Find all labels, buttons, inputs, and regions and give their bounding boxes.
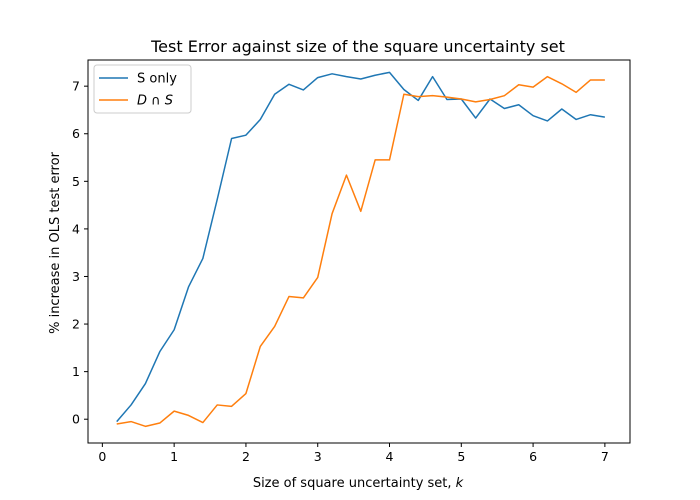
plot-frame bbox=[87, 59, 631, 444]
series-line-s-only bbox=[116, 71, 605, 423]
y-tick-label: 6 bbox=[72, 126, 80, 141]
legend-box bbox=[93, 64, 192, 114]
x-tick-label: 0 bbox=[98, 449, 106, 464]
plot-area bbox=[87, 59, 631, 444]
x-axis-label-text: Size of square uncertainty set, bbox=[253, 476, 456, 491]
x-tick-label: 4 bbox=[386, 449, 394, 464]
x-tick-label: 7 bbox=[601, 449, 609, 464]
x-tick-label: 1 bbox=[170, 449, 178, 464]
legend-label-s-only: S only bbox=[137, 72, 177, 87]
y-tick-label: 7 bbox=[72, 79, 80, 94]
legend-label-intersect: ∩ bbox=[147, 94, 165, 109]
y-tick-label: 1 bbox=[72, 364, 80, 379]
y-tick-label: 4 bbox=[72, 221, 80, 236]
series-line-d-intersect-s bbox=[116, 75, 605, 428]
y-tick-label: 3 bbox=[72, 269, 80, 284]
x-axis-label-variable: k bbox=[456, 476, 464, 491]
y-tick-label: 2 bbox=[72, 317, 80, 332]
x-tick-label: 2 bbox=[242, 449, 250, 464]
x-tick-label: 3 bbox=[314, 449, 322, 464]
y-tick-label: 5 bbox=[72, 174, 80, 189]
y-axis-ticks: 0 1 2 3 4 5 6 7 bbox=[72, 79, 88, 427]
x-axis-label: Size of square uncertainty set, k bbox=[253, 476, 464, 491]
x-tick-label: 6 bbox=[529, 449, 537, 464]
legend-label-d: D bbox=[137, 94, 147, 109]
legend-label-s: S bbox=[165, 94, 173, 109]
legend-label-d-intersect-s: D ∩ S bbox=[137, 94, 173, 109]
x-axis-ticks: 0 1 2 3 4 5 6 7 bbox=[98, 443, 609, 464]
y-axis-label: % increase in OLS test error bbox=[48, 151, 63, 333]
series-lines bbox=[116, 71, 605, 428]
chart-title: Test Error against size of the square un… bbox=[150, 37, 565, 56]
y-tick-label: 0 bbox=[72, 412, 80, 427]
x-tick-label: 5 bbox=[457, 449, 465, 464]
legend: S only D ∩ S bbox=[93, 64, 192, 114]
